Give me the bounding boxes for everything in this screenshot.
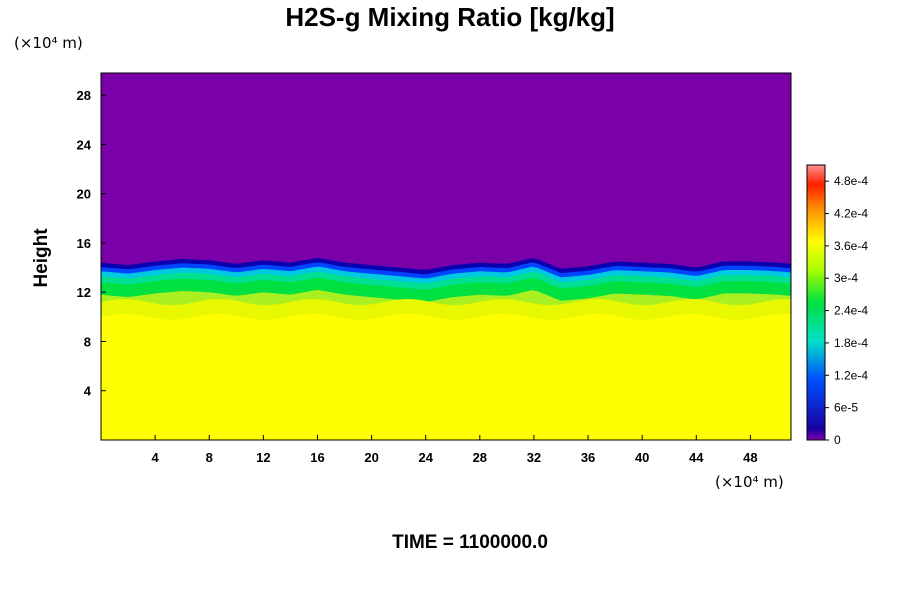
colorbar-tick-label: 4.2e-4	[834, 207, 868, 221]
x-tick-label: 44	[689, 450, 704, 465]
x-tick-label: 48	[743, 450, 757, 465]
y-tick-label: 24	[77, 137, 92, 152]
chart-title: H2S-g Mixing Ratio [kg/kg]	[285, 2, 615, 32]
time-label: TIME = 1100000.0	[392, 532, 548, 553]
x-tick-label: 16	[310, 450, 324, 465]
plot-frame	[100, 72, 792, 441]
colorbar-ticks: 0 6e-5 1.2e-4 1.8e-4 2.4e-4 3e-4 3.6e-4 4.2e-4 4…	[825, 174, 868, 447]
y-tick-label: 4	[84, 384, 92, 399]
colorbar	[806, 164, 826, 441]
x-tick-label: 32	[527, 450, 541, 465]
x-tick-label: 36	[581, 450, 595, 465]
field-layer	[101, 73, 791, 440]
y-axis: 4 8 12 16 20 24 28	[77, 88, 106, 399]
x-tick-label: 20	[364, 450, 378, 465]
x-tick-label: 28	[473, 450, 487, 465]
y-tick-label: 20	[77, 187, 91, 202]
colorbar-tick-label: 2.4e-4	[834, 304, 868, 318]
x-tick-label: 12	[256, 450, 270, 465]
y-tick-label: 28	[77, 88, 91, 103]
colorbar-tick-label: 3e-4	[834, 271, 858, 285]
x-unit-label: (×10⁴ m)	[715, 473, 784, 491]
colorbar-tick-label: 3.6e-4	[834, 239, 868, 253]
y-tick-label: 16	[77, 236, 91, 251]
colorbar-tick-label: 4.8e-4	[834, 174, 868, 188]
colorbar-tick-label: 6e-5	[834, 401, 858, 415]
colorbar-tick-label: 1.2e-4	[834, 368, 868, 382]
x-tick-label: 24	[418, 450, 433, 465]
x-axis: 4 8 12 16 20 24 28 32 36 40 44 48	[152, 435, 758, 465]
y-tick-label: 8	[84, 334, 91, 349]
x-tick-label: 8	[206, 450, 213, 465]
colorbar-tick-label: 0	[834, 433, 841, 447]
x-tick-label: 40	[635, 450, 649, 465]
field-band-yellow	[101, 313, 791, 440]
colorbar-tick-label: 1.8e-4	[834, 336, 868, 350]
y-unit-label: (×10⁴ m)	[14, 34, 83, 52]
y-tick-label: 12	[77, 285, 91, 300]
x-tick-label: 4	[152, 450, 160, 465]
